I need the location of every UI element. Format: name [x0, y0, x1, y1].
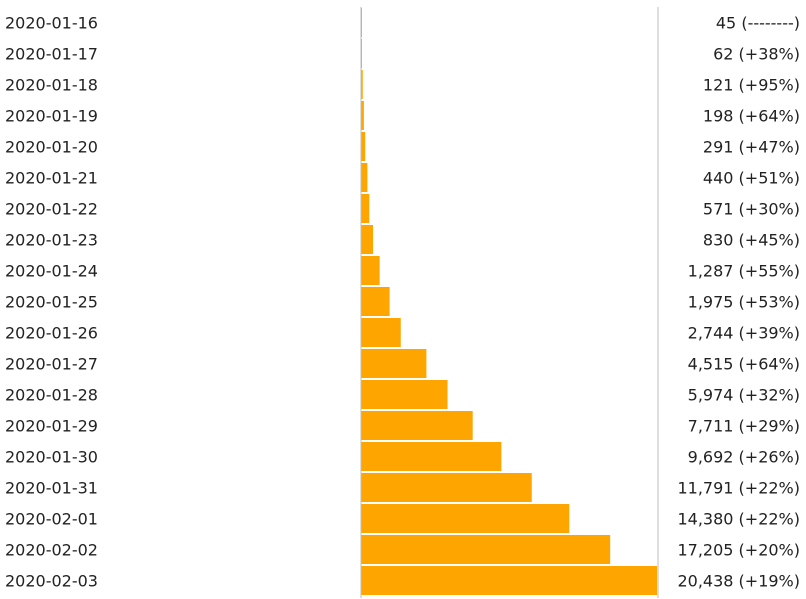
date-label: 2020-01-29: [5, 417, 98, 436]
value-label: 1,975 (+53%): [688, 293, 800, 312]
date-label: 2020-02-01: [5, 510, 98, 529]
date-label: 2020-01-24: [5, 262, 98, 281]
date-label: 2020-02-03: [5, 572, 98, 591]
bar-2020-01-29: [361, 411, 473, 440]
date-label: 2020-01-17: [5, 45, 98, 64]
bar-2020-01-30: [361, 442, 502, 471]
value-labels-group: 45 (--------) 62 (+38%) 121 (+95%) 198 (+64…: [677, 14, 800, 591]
date-label: 2020-01-22: [5, 200, 98, 219]
value-label: 198 (+64%): [703, 107, 800, 126]
value-label: 17,205 (+20%): [677, 541, 800, 560]
value-label: 14,380 (+22%): [677, 510, 800, 529]
bar-2020-01-23: [361, 225, 374, 254]
date-label: 2020-02-02: [5, 541, 98, 560]
value-label: 45 (--------): [716, 14, 800, 33]
date-label: 2020-01-16: [5, 14, 98, 33]
value-label: 571 (+30%): [703, 200, 800, 219]
bar-2020-02-01: [361, 504, 570, 533]
date-label: 2020-01-18: [5, 76, 98, 95]
date-label: 2020-01-21: [5, 169, 98, 188]
value-label: 7,711 (+29%): [688, 417, 800, 436]
value-label: 4,515 (+64%): [688, 355, 800, 374]
bar-2020-01-26: [361, 318, 401, 347]
value-label: 830 (+45%): [703, 231, 800, 250]
date-label: 2020-01-23: [5, 231, 98, 250]
value-label: 2,744 (+39%): [688, 324, 800, 343]
value-label: 9,692 (+26%): [688, 448, 800, 467]
date-label: 2020-01-30: [5, 448, 98, 467]
date-label: 2020-01-27: [5, 355, 98, 374]
date-label: 2020-01-28: [5, 386, 98, 405]
value-label: 440 (+51%): [703, 169, 800, 188]
bar-2020-01-18: [361, 70, 363, 99]
bars-group: [361, 8, 657, 595]
value-label: 20,438 (+19%): [677, 572, 800, 591]
bar-2020-01-21: [361, 163, 368, 192]
date-label: 2020-01-31: [5, 479, 98, 498]
value-label: 291 (+47%): [703, 138, 800, 157]
bar-2020-02-02: [361, 535, 611, 564]
date-label: 2020-01-19: [5, 107, 98, 126]
bar-2020-01-28: [361, 380, 448, 409]
value-label: 11,791 (+22%): [677, 479, 800, 498]
date-labels-group: 2020-01-16 2020-01-17 2020-01-18 2020-01-19…: [5, 14, 98, 591]
bar-2020-02-03: [361, 566, 657, 595]
value-label: 62 (+38%): [713, 45, 800, 64]
date-label: 2020-01-26: [5, 324, 98, 343]
bar-2020-01-19: [361, 101, 364, 130]
bar-2020-01-20: [361, 132, 366, 161]
value-label: 5,974 (+32%): [688, 386, 800, 405]
date-label: 2020-01-20: [5, 138, 98, 157]
bar-2020-01-24: [361, 256, 380, 285]
value-label: 121 (+95%): [703, 76, 800, 95]
value-label: 1,287 (+55%): [688, 262, 800, 281]
bar-2020-01-22: [361, 194, 370, 223]
bar-2020-01-25: [361, 287, 390, 316]
bar-2020-01-27: [361, 349, 427, 378]
date-label: 2020-01-25: [5, 293, 98, 312]
bar-2020-01-31: [361, 473, 532, 502]
